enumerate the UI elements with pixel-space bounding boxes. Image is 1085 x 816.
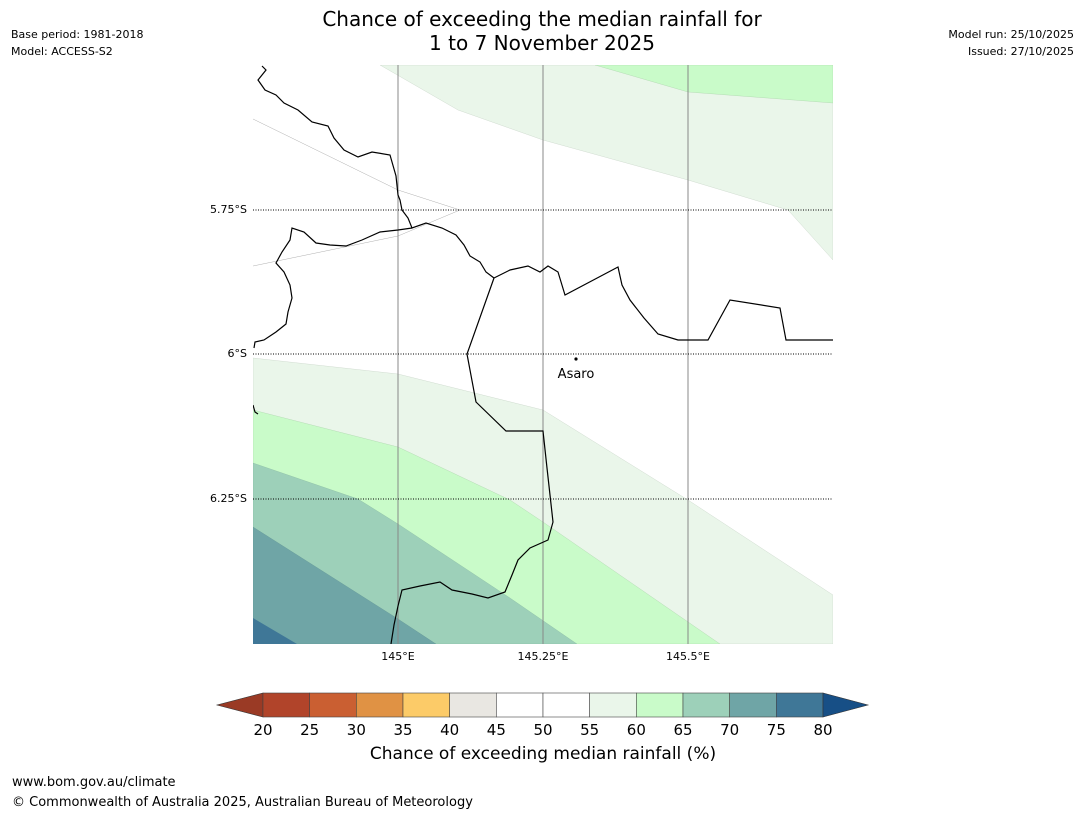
- colorbar-segment: [776, 692, 824, 718]
- province-boundary-east: [493, 265, 833, 341]
- colorbar-tick-label: 75: [767, 721, 786, 739]
- contour-band-75-80: [253, 618, 297, 644]
- model-text: Model: ACCESS-S2: [11, 45, 113, 58]
- contour-band-70-75: [253, 526, 437, 644]
- colorbar-tick-label: 55: [580, 721, 599, 739]
- lon-label-145: 145°E: [381, 650, 414, 663]
- lat-label-5-75: 5.75°S: [210, 203, 247, 216]
- title-line-1: Chance of exceeding the median rainfall …: [322, 7, 762, 31]
- colorbar-segment: [542, 692, 590, 718]
- colorbar-tick-label: 65: [673, 721, 692, 739]
- metadata-right: Model run: 25/10/2025 Issued: 27/10/2025: [948, 26, 1074, 60]
- province-boundary-west: [253, 227, 413, 349]
- lon-label-145-25: 145.25°E: [518, 650, 569, 663]
- lat-label-6-25: 6.25°S: [210, 492, 247, 505]
- base-period-text: Base period: 1981-2018: [11, 28, 144, 41]
- colorbar-segment: [589, 692, 637, 718]
- colorbar-title: Chance of exceeding median rainfall (%): [369, 744, 717, 764]
- colorbar-tick-label: 25: [300, 721, 319, 739]
- colorbar-tick-label: 50: [533, 721, 552, 739]
- contour-band-55-60-top: [379, 65, 833, 261]
- colorbar-extend-below: [215, 692, 264, 718]
- colorbar-tick-label: 40: [440, 721, 459, 739]
- title-line-2: 1 to 7 November 2025: [429, 31, 655, 55]
- boundary-fragment: [253, 404, 259, 415]
- map-plot-area: Asaro: [253, 65, 833, 644]
- province-boundary-northwest: [257, 65, 495, 279]
- colorbar-segment: [729, 692, 777, 718]
- contour-band-60-65-top: [594, 65, 833, 104]
- colorbar-tick-label: 30: [347, 721, 366, 739]
- colorbar-tick-label: 60: [627, 721, 646, 739]
- colorbar-segment: [449, 692, 497, 718]
- colorbar-segment: [496, 692, 544, 718]
- map-title: Chance of exceeding the median rainfall …: [192, 7, 892, 55]
- footer-copyright: © Commonwealth of Australia 2025, Austra…: [12, 795, 473, 810]
- colorbar-tick-label: 20: [253, 721, 272, 739]
- lon-label-145-5: 145.5°E: [666, 650, 710, 663]
- town-marker-asaro: [574, 357, 578, 361]
- colorbar-tick-label: 80: [813, 721, 832, 739]
- colorbar-segment: [262, 692, 310, 718]
- issued-text: Issued: 27/10/2025: [967, 45, 1074, 58]
- footer-url: www.bom.gov.au/climate: [12, 775, 176, 790]
- colorbar-tick-label: 70: [720, 721, 739, 739]
- colorbar-tick-label: 45: [487, 721, 506, 739]
- colorbar-tick-label: 35: [393, 721, 412, 739]
- metadata-left: Base period: 1981-2018 Model: ACCESS-S2: [11, 26, 143, 60]
- colorbar: 20 25 30 35 40 45 50 55 60 65 70 75 80: [215, 692, 870, 739]
- colorbar-segment: [682, 692, 730, 718]
- town-label-asaro: Asaro: [558, 367, 595, 382]
- colorbar-segment: [356, 692, 404, 718]
- model-run-text: Model run: 25/10/2025: [948, 28, 1074, 41]
- colorbar-segment: [402, 692, 450, 718]
- province-boundary-south: [390, 277, 554, 644]
- colorbar-extend-above: [822, 692, 870, 718]
- colorbar-segment: [636, 692, 684, 718]
- lat-label-6: 6°S: [228, 347, 247, 360]
- colorbar-segment: [309, 692, 357, 718]
